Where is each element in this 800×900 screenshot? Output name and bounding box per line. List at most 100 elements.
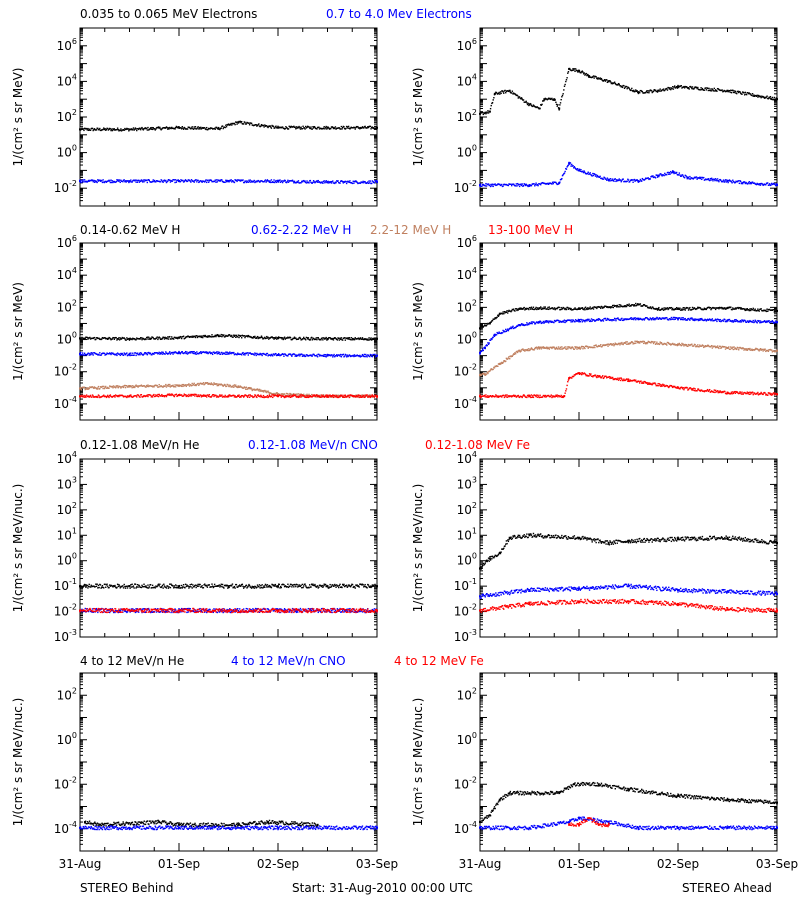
data-point: [137, 386, 139, 388]
data-point: [107, 386, 109, 389]
data-point: [103, 352, 106, 355]
data-point: [173, 352, 176, 354]
data-point: [153, 386, 155, 388]
data-point: [235, 384, 237, 386]
data-point: [684, 309, 686, 311]
data-point: [492, 185, 494, 188]
data-point: [258, 353, 261, 356]
data-point: [133, 129, 135, 131]
data-point: [683, 308, 685, 311]
data-point: [144, 352, 147, 354]
data-point: [609, 81, 612, 83]
data-point: [683, 177, 686, 179]
data-point: [691, 306, 694, 309]
data-point: [740, 92, 742, 94]
data-point: [123, 352, 125, 354]
data-point: [656, 90, 658, 93]
data-point: [313, 394, 315, 396]
data-point: [283, 393, 286, 395]
data-point: [776, 97, 778, 100]
data-point: [359, 337, 362, 339]
data-point: [567, 165, 569, 167]
data-point: [221, 179, 223, 181]
data-point: [190, 181, 192, 183]
data-point: [216, 333, 218, 336]
data-point: [99, 352, 101, 354]
data-point: [354, 180, 356, 183]
data-point: [623, 84, 625, 87]
data-point: [206, 336, 209, 338]
data-point: [605, 178, 607, 180]
data-point: [118, 179, 121, 181]
data-point: [171, 126, 173, 129]
data-point: [322, 395, 325, 397]
data-point: [588, 75, 591, 77]
data-point: [727, 181, 729, 184]
data-point: [93, 386, 96, 388]
data-point: [322, 127, 325, 130]
data-point: [83, 386, 86, 389]
data-point: [239, 385, 242, 387]
data-point: [573, 308, 576, 310]
data-point: [366, 395, 368, 397]
data-point: [633, 304, 636, 306]
data-point: [745, 93, 748, 96]
data-point: [303, 127, 306, 129]
data-point: [301, 353, 303, 355]
data-point: [119, 354, 121, 357]
series-1: [79, 120, 378, 132]
data-point: [248, 387, 250, 390]
data-point: [87, 127, 89, 130]
data-point: [209, 351, 211, 353]
data-point: [277, 179, 279, 182]
data-point: [194, 352, 196, 355]
data-point: [564, 83, 566, 86]
data-point: [353, 338, 355, 340]
data-point: [601, 306, 603, 308]
data-point: [161, 393, 163, 396]
data-point: [249, 394, 251, 396]
data-point: [208, 395, 210, 398]
data-point: [376, 126, 378, 129]
data-point: [630, 89, 632, 91]
legend-row3-item-2: 0.12-1.08 MeV/n CNO: [248, 438, 378, 452]
data-point: [278, 354, 281, 356]
data-point: [283, 396, 286, 399]
data-point: [606, 306, 609, 308]
data-point: [269, 180, 271, 182]
data-point: [569, 67, 571, 70]
data-point: [361, 126, 364, 128]
data-point: [221, 334, 224, 336]
data-point: [670, 88, 672, 91]
data-point: [172, 384, 174, 386]
data-point: [583, 170, 585, 172]
data-point: [220, 333, 222, 336]
data-point: [123, 129, 125, 131]
data-point: [132, 386, 135, 389]
data-point: [198, 353, 200, 355]
data-point: [363, 353, 366, 356]
data-point: [171, 351, 174, 354]
data-point: [159, 128, 162, 130]
data-point: [91, 353, 93, 355]
data-point: [101, 181, 104, 184]
data-point: [243, 335, 246, 337]
data-point: [91, 127, 94, 130]
data-point: [130, 352, 132, 354]
data-point: [497, 314, 499, 317]
data-point: [105, 180, 107, 183]
data-point: [600, 307, 602, 310]
data-point: [615, 306, 618, 308]
data-point: [198, 181, 201, 183]
data-point: [373, 127, 375, 129]
data-point: [95, 180, 98, 182]
data-point: [738, 182, 741, 185]
data-point: [695, 176, 698, 178]
data-point: [97, 394, 100, 396]
data-point: [662, 89, 664, 91]
data-point: [180, 127, 182, 129]
data-point: [122, 354, 125, 357]
data-point: [102, 128, 104, 131]
data-point: [81, 179, 83, 182]
